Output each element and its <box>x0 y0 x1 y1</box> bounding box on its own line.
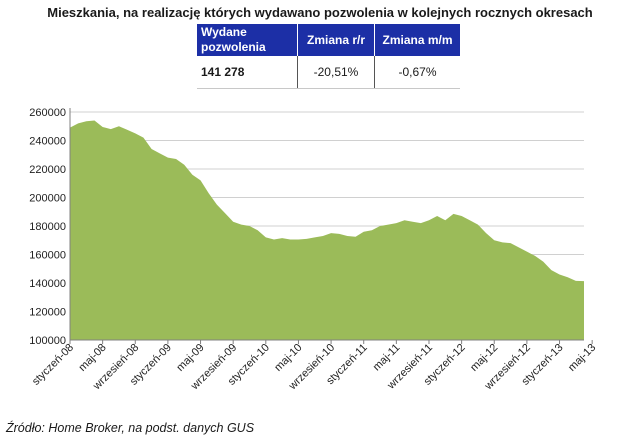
header-issued-permits: Wydane pozwolenia <box>197 24 298 56</box>
y-tick-label-220000: 220000 <box>29 164 66 176</box>
value-yoy-change: -20,51% <box>297 56 375 89</box>
value-issued-permits: 141 278 <box>197 56 298 89</box>
summary-header-row: Wydane pozwolenia Zmiana r/r Zmiana m/m <box>197 24 460 56</box>
header-yoy-change: Zmiana r/r <box>297 24 375 56</box>
x-tick-label-1: maj-08 <box>76 342 108 374</box>
header-mom-change: Zmiana m/m <box>374 24 460 56</box>
x-tick-label-13: maj-12 <box>468 342 500 374</box>
y-tick-label-260000: 260000 <box>29 107 66 119</box>
summary-table: Wydane pozwolenia Zmiana r/r Zmiana m/m … <box>197 24 460 89</box>
y-tick-label-120000: 120000 <box>29 307 66 319</box>
chart-title: Mieszkania, na realizację których wydawa… <box>47 5 593 20</box>
area-series <box>70 120 584 340</box>
y-tick-label-100000: 100000 <box>29 335 66 347</box>
x-tick-label-10: maj-11 <box>371 342 403 374</box>
y-tick-label-140000: 140000 <box>29 278 66 290</box>
x-tick-label-4: maj-09 <box>174 342 206 374</box>
x-tick-label-7: maj-10 <box>272 342 304 374</box>
y-tick-label-240000: 240000 <box>29 136 66 148</box>
source-note: Źródło: Home Broker, na podst. danych GU… <box>6 421 255 435</box>
y-tick-label-200000: 200000 <box>29 193 66 205</box>
y-tick-label-180000: 180000 <box>29 221 66 233</box>
x-tick-label-0: styczeń-08 <box>30 342 76 388</box>
value-mom-change: -0,67% <box>374 56 460 89</box>
y-tick-label-160000: 160000 <box>29 250 66 262</box>
x-tick-label-16: maj-13 <box>566 342 598 374</box>
summary-value-row: 141 278 -20,51% -0,67% <box>197 56 460 89</box>
